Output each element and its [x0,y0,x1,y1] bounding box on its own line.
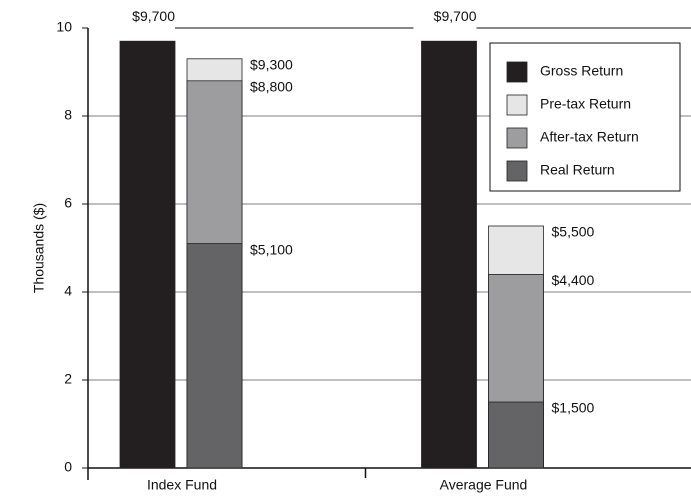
value-label: $8,800 [250,79,293,95]
y-axis-label: Thousands ($) [31,203,47,293]
value-label: $5,100 [250,241,293,257]
bar [488,401,544,469]
y-tick-label: 0 [64,459,72,475]
y-tick-label: 6 [64,195,72,211]
x-tick-label: Average Fund [440,477,528,493]
legend-label: After-tax Return [540,129,639,145]
legend-label: Real Return [540,162,615,178]
legend-swatch [506,127,528,149]
value-label: $9,300 [250,57,293,73]
value-label: $9,700 [434,8,477,24]
legend-label: Pre-tax Return [540,96,631,112]
x-tick-label: Index Fund [147,477,217,493]
legend-swatch [506,160,528,182]
y-tick-label: 8 [64,107,72,123]
legend-label: Gross Return [540,63,623,79]
bar [421,40,477,469]
bar [186,243,243,469]
legend-swatch [506,94,528,116]
y-tick-label: 10 [56,19,72,35]
value-label: $4,400 [552,272,595,288]
value-label: $9,700 [132,8,175,24]
y-tick-label: 2 [64,371,72,387]
bar [119,40,176,469]
y-tick-label: 4 [64,283,72,299]
legend-swatch [506,61,528,83]
value-label: $1,500 [552,400,595,416]
value-label: $5,500 [552,224,595,240]
